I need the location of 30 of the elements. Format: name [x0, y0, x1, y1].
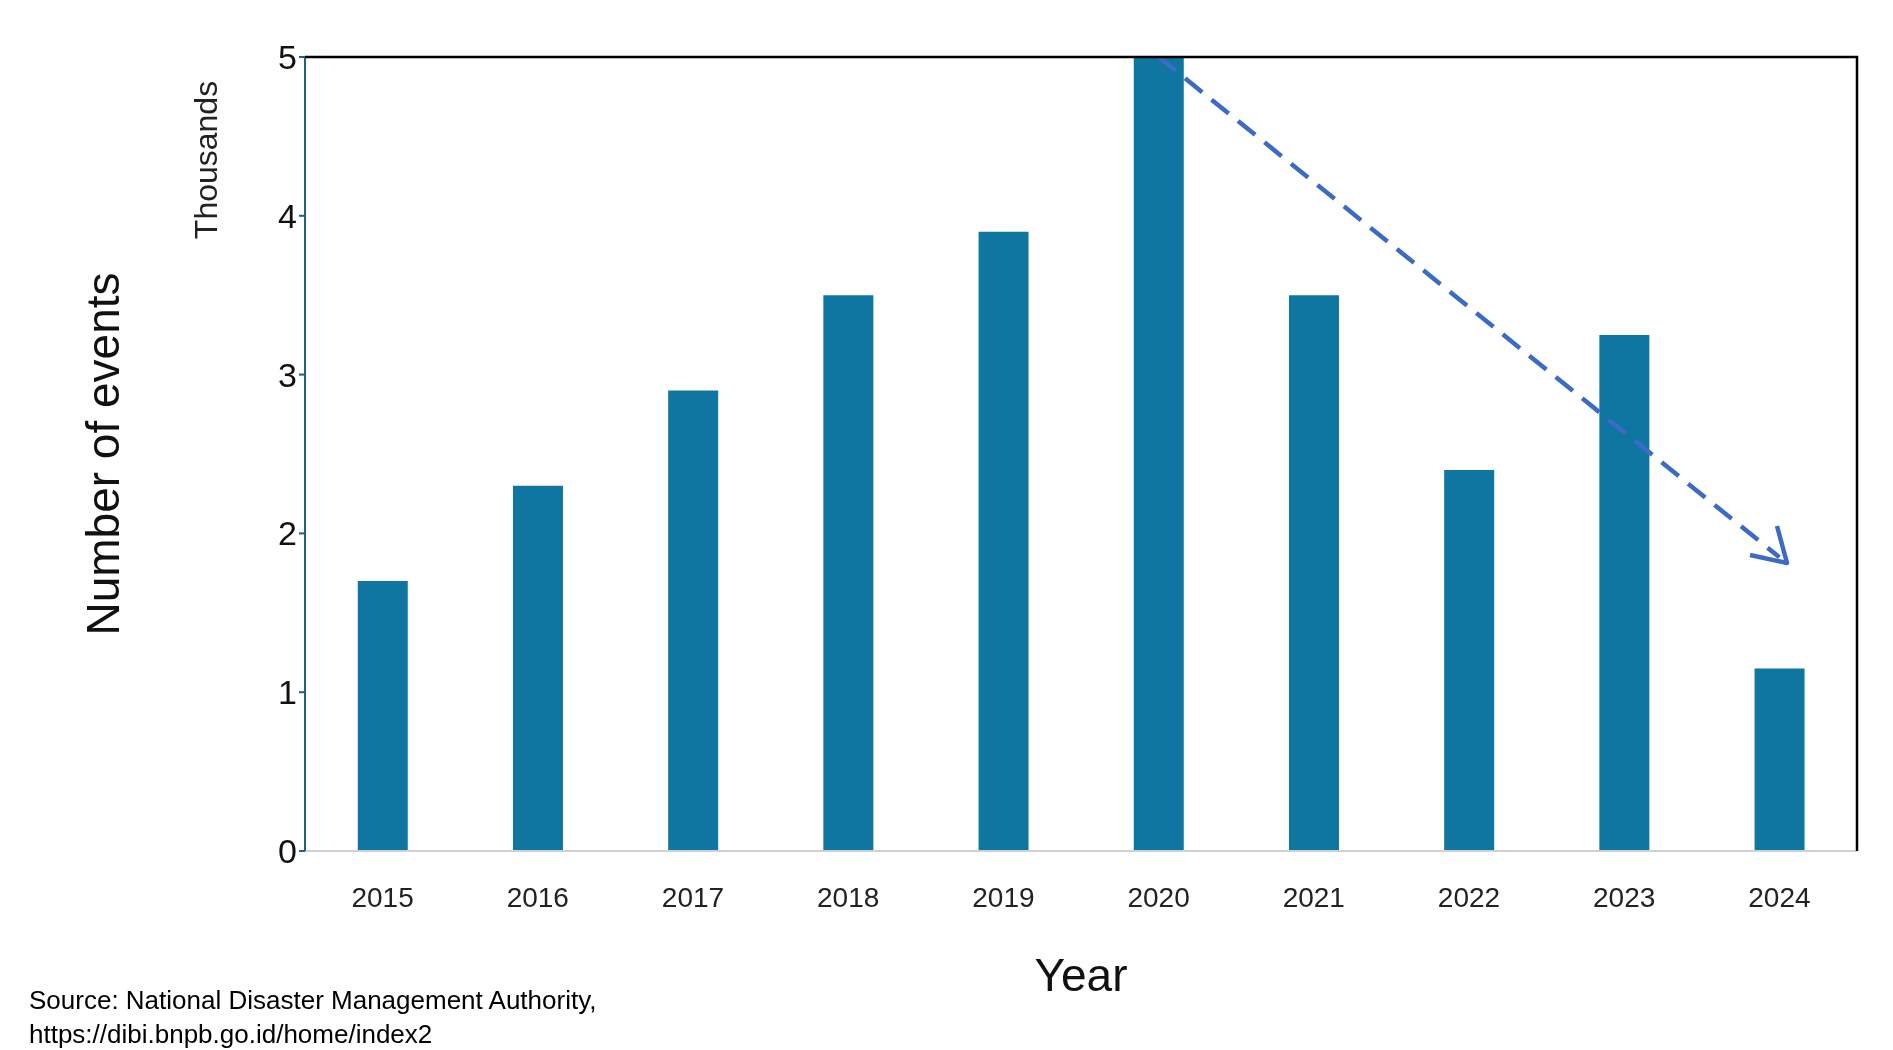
x-tick-label: 2021 — [1282, 881, 1345, 913]
y-tick-label: 4 — [278, 196, 297, 235]
bar — [978, 231, 1029, 851]
y-tick-label: 5 — [278, 38, 297, 77]
bar — [1599, 334, 1650, 851]
bar — [512, 485, 563, 851]
bar — [1133, 57, 1184, 851]
x-tick-label: 2019 — [972, 881, 1035, 913]
bar — [1754, 668, 1805, 851]
y-tick-label: 1 — [278, 673, 297, 712]
y-tick-label: 2 — [278, 514, 297, 553]
y-tick-label: 3 — [278, 355, 297, 394]
x-tick-label: 2022 — [1437, 881, 1501, 913]
x-axis-title: Year — [1034, 948, 1128, 1002]
y-axis-title: Number of events — [76, 272, 130, 636]
y-tick-label: 0 — [278, 832, 297, 871]
source-note: Source: National Disaster Management Authority, https://dibi.bnpb.go.id/home/index2 — [29, 984, 597, 1050]
x-tick-label: 2020 — [1127, 881, 1190, 913]
bar — [823, 295, 874, 851]
bar — [668, 390, 719, 851]
x-tick-label: 2024 — [1748, 881, 1811, 913]
x-tick-label: 2023 — [1593, 881, 1656, 913]
x-tick-label: 2017 — [661, 881, 725, 913]
bar — [1444, 469, 1495, 851]
text: Thousands — [187, 80, 225, 240]
x-tick-label: 2015 — [351, 881, 414, 913]
bar — [1288, 295, 1339, 851]
x-tick-label: 2018 — [817, 881, 880, 913]
x-tick-label: 2016 — [506, 881, 569, 913]
bar — [357, 581, 408, 851]
